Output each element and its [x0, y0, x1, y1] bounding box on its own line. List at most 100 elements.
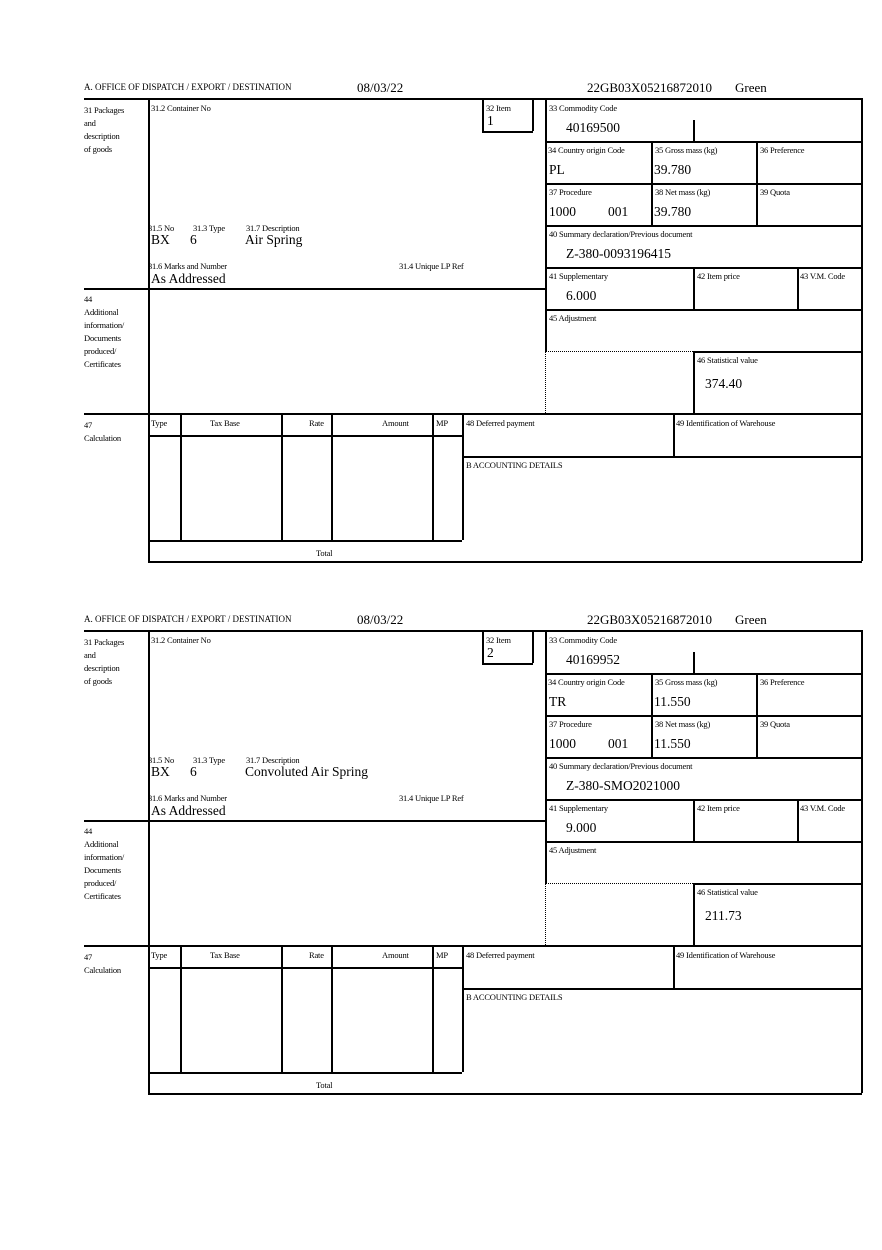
package-type-value: BX [151, 764, 170, 779]
net-mass-label: 38 Net mass (kg) [655, 187, 711, 197]
form-line [797, 267, 799, 309]
adjustment-label: 45 Adjustment [549, 313, 597, 323]
form-line [693, 883, 862, 885]
form-line [693, 799, 695, 841]
item-label: 32 Item [486, 635, 511, 645]
item-number: 2 [487, 645, 494, 660]
section-44-divider [84, 288, 545, 290]
col-type-header: Type [151, 418, 168, 428]
form-line [673, 413, 675, 456]
form-line [462, 456, 862, 458]
container-no-label: 31.2 Container No [151, 103, 211, 113]
accounting-details-label: B ACCOUNTING DETAILS [466, 460, 563, 470]
marks-value: As Addressed [151, 271, 226, 286]
procedure-additional-value: 001 [608, 204, 629, 219]
declaration-reference: 22GB03X05216872010 [587, 612, 712, 627]
summary-declaration-label: 40 Summary declaration/Previous document [549, 229, 693, 239]
route-colour: Green [735, 80, 767, 95]
table-column-line [432, 413, 434, 540]
marks-value: As Addressed [151, 803, 226, 818]
form-line [673, 945, 675, 988]
form-line [148, 435, 462, 437]
form-line [545, 715, 862, 717]
procedure-value: 1000 [549, 736, 576, 751]
country-origin-value: TR [549, 694, 567, 709]
net-mass-value: 11.550 [654, 736, 691, 751]
preference-label: 36 Preference [760, 677, 805, 687]
total-label: Total [316, 1080, 333, 1090]
form-line [545, 673, 862, 675]
gross-mass-label: 35 Gross mass (kg) [655, 145, 718, 155]
marks-label: 31.6 Marks and Number [148, 261, 227, 271]
marks-label: 31.6 Marks and Number [148, 793, 227, 803]
net-mass-label: 38 Net mass (kg) [655, 719, 711, 729]
form-line [797, 799, 799, 841]
commodity-code-label: 33 Commodity Code [549, 103, 617, 113]
warehouse-label: 49 Identification of Warehouse [676, 950, 776, 960]
country-origin-value: PL [549, 162, 565, 177]
calculation-label: 47 Calculation [84, 952, 121, 975]
item-price-label: 42 Item price [697, 271, 740, 281]
form-line [482, 98, 484, 131]
form-line [651, 673, 653, 757]
table-column-line [462, 413, 464, 540]
form-line [693, 351, 862, 353]
office-heading: A. OFFICE OF DISPATCH / EXPORT / DESTINA… [84, 82, 292, 92]
form-line [482, 131, 533, 133]
package-no-value: 6 [190, 232, 197, 247]
dotted-line [545, 351, 693, 352]
table-column-line [281, 413, 283, 540]
supplementary-label: 41 Supplementary [549, 271, 608, 281]
office-heading: A. OFFICE OF DISPATCH / EXPORT / DESTINA… [84, 614, 292, 624]
form-line [545, 799, 862, 801]
adjustment-label: 45 Adjustment [549, 845, 597, 855]
description-label: 31.7 Description [246, 755, 300, 765]
form-line [545, 267, 862, 269]
col-rate-header: Rate [309, 950, 324, 960]
form-line [532, 630, 534, 663]
commodity-divider [693, 120, 695, 141]
frame-left [148, 98, 150, 561]
packages-label: 31 Packages and description of goods [84, 637, 125, 686]
frame-bottom [148, 561, 862, 563]
route-colour: Green [735, 612, 767, 627]
warehouse-label: 49 Identification of Warehouse [676, 418, 776, 428]
table-column-line [180, 945, 182, 1072]
table-column-line [281, 945, 283, 1072]
package-type-value: BX [151, 232, 170, 247]
form-line [693, 267, 695, 309]
section-47-divider [84, 413, 862, 415]
col-rate-header: Rate [309, 418, 324, 428]
package-no-label: 31.5 No [148, 755, 174, 765]
col-type-header: Type [151, 950, 168, 960]
preference-label: 36 Preference [760, 145, 805, 155]
commodity-divider [693, 652, 695, 673]
form-line [651, 141, 653, 225]
statistical-value-label: 46 Statistical value [697, 887, 758, 897]
commodity-code-label: 33 Commodity Code [549, 635, 617, 645]
form-line [482, 630, 484, 663]
item-label: 32 Item [486, 103, 511, 113]
commodity-code-value: 40169952 [566, 652, 620, 667]
form-line [693, 351, 695, 413]
gross-mass-label: 35 Gross mass (kg) [655, 677, 718, 687]
frame-top [84, 98, 862, 100]
form-line [148, 967, 462, 969]
container-no-label: 31.2 Container No [151, 635, 211, 645]
statistical-value: 211.73 [705, 908, 742, 923]
description-value: Convoluted Air Spring [245, 764, 369, 779]
form-line [545, 141, 862, 143]
section-44-divider [84, 820, 545, 822]
package-no-label: 31.5 No [148, 223, 174, 233]
packages-label: 31 Packages and description of goods [84, 105, 125, 154]
accounting-details-label: B ACCOUNTING DETAILS [466, 992, 563, 1002]
form-line [545, 309, 862, 311]
frame-bottom [148, 1093, 862, 1095]
col-amount-header: Amount [382, 950, 409, 960]
form-line [545, 757, 862, 759]
gross-mass-value: 11.550 [654, 694, 691, 709]
form-line [756, 141, 758, 225]
procedure-value: 1000 [549, 204, 576, 219]
form-line [756, 673, 758, 757]
table-column-line [432, 945, 434, 1072]
